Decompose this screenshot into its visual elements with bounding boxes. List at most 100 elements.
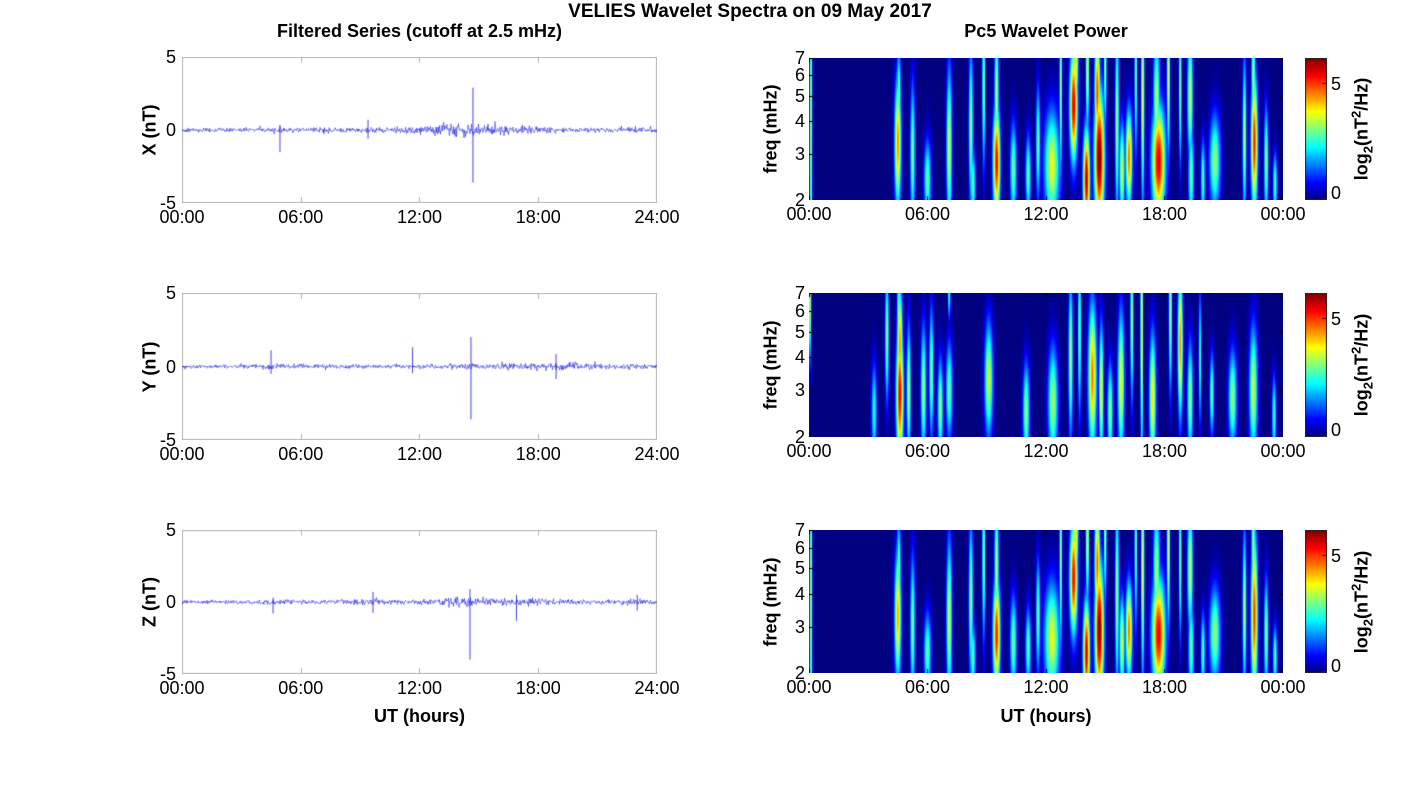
- colorbar-tick-label: 5: [1331, 73, 1342, 94]
- right-y-tick-label: 2: [794, 427, 805, 447]
- right-y-tick-label: 7: [794, 520, 805, 540]
- colorbar-tick-label: 0: [1331, 420, 1342, 440]
- colorbar-tick-label: 0: [1331, 656, 1342, 676]
- colorbar-label-part: (nT: [1351, 590, 1372, 619]
- timeseries-z-canvas: [182, 530, 657, 674]
- right-y-tick-label: 7: [794, 283, 805, 303]
- left-y-tick-label: -5: [159, 664, 176, 684]
- left-y-tick-label: -5: [159, 193, 176, 213]
- right-y-tick-label: 7: [794, 48, 805, 68]
- colorbar-label-part: /Hz): [1351, 77, 1372, 111]
- colorbar-label-part: log: [1351, 625, 1372, 653]
- right-y-axis-label: freq (mHz): [760, 84, 781, 174]
- right-y-axis-label: freq (mHz): [760, 320, 781, 410]
- left-y-axis-label-z: Z (nT): [139, 577, 160, 627]
- right-x-tick-label: 00:00: [786, 204, 832, 224]
- right-x-tick-label: 18:00: [1141, 204, 1188, 224]
- left-x-tick-label: 24:00: [634, 444, 680, 464]
- right-y-tick-label: 5: [794, 86, 805, 107]
- left-column-title: Filtered Series (cutoff at 2.5 mHz): [276, 21, 563, 41]
- right-x-tick-label: 00:00: [786, 677, 832, 697]
- left-x-tick-label: 06:00: [278, 678, 324, 698]
- right-x-tick-label: 00:00: [1260, 204, 1306, 224]
- right-y-tick-label: 3: [794, 616, 805, 637]
- right-y-tick-label: 6: [794, 300, 805, 321]
- left-x-tick-label: 18:00: [515, 444, 561, 464]
- left-x-axis-label: UT (hours): [374, 706, 465, 726]
- colorbar-canvas: [1305, 58, 1327, 200]
- right-y-tick-label: 2: [794, 190, 805, 210]
- wavelet-z-canvas: [809, 530, 1283, 673]
- right-y-tick-label: 6: [794, 65, 805, 86]
- left-x-tick-label: 18:00: [515, 207, 561, 227]
- right-x-tick-label: 12:00: [1023, 677, 1069, 697]
- colorbar-label-part: log: [1351, 389, 1372, 417]
- left-x-tick-label: 12:00: [396, 678, 443, 698]
- right-x-axis-label: UT (hours): [1000, 706, 1092, 726]
- right-x-tick-label: 06:00: [904, 204, 951, 224]
- left-y-tick-label: 0: [165, 592, 176, 612]
- right-x-tick-label: 18:00: [1141, 441, 1188, 461]
- colorbar-canvas: [1305, 293, 1327, 437]
- colorbar-label-part: /Hz): [1351, 550, 1372, 584]
- left-x-tick-label: 06:00: [278, 207, 324, 227]
- left-y-tick-label: 0: [165, 356, 176, 377]
- colorbar-tick-label: 5: [1331, 545, 1342, 566]
- left-y-tick-label: 0: [165, 120, 176, 140]
- right-y-tick-label: 5: [794, 321, 805, 342]
- left-x-tick-label: 06:00: [278, 444, 324, 464]
- right-y-tick-label: 6: [794, 537, 805, 558]
- colorbar-canvas: [1305, 530, 1327, 673]
- right-y-tick-label: 4: [794, 111, 805, 132]
- left-x-tick-label: 00:00: [159, 207, 205, 227]
- colorbar-label-part: 2: [1348, 583, 1364, 591]
- left-x-tick-label: 24:00: [634, 207, 680, 227]
- left-y-tick-label: 5: [165, 283, 176, 303]
- left-x-tick-label: 00:00: [159, 678, 205, 698]
- right-y-tick-label: 3: [794, 144, 805, 165]
- colorbar-label-part: (nT: [1351, 354, 1372, 382]
- left-y-tick-label: 5: [165, 47, 176, 67]
- left-y-tick-label: 5: [165, 520, 176, 540]
- right-y-axis-label: freq (mHz): [760, 557, 781, 646]
- timeseries-x-canvas: [182, 57, 657, 203]
- right-y-tick-label: 4: [794, 583, 805, 604]
- right-x-tick-label: 06:00: [904, 441, 951, 461]
- right-column-title: Pc5 Wavelet Power: [964, 21, 1128, 41]
- left-x-tick-label: 12:00: [396, 207, 443, 227]
- left-y-axis-label-x: X (nT): [139, 104, 160, 156]
- right-x-tick-label: 00:00: [1260, 441, 1306, 461]
- right-x-tick-label: 00:00: [1260, 677, 1306, 697]
- right-x-tick-label: 00:00: [786, 441, 832, 461]
- right-x-tick-label: 12:00: [1023, 204, 1069, 224]
- left-y-tick-label: -5: [159, 430, 176, 450]
- left-x-tick-label: 00:00: [159, 444, 205, 464]
- right-x-tick-label: 18:00: [1141, 677, 1188, 697]
- right-x-tick-label: 12:00: [1023, 441, 1069, 461]
- colorbar-label-part: 2: [1348, 110, 1364, 119]
- left-x-tick-label: 18:00: [515, 678, 561, 698]
- right-x-tick-label: 06:00: [904, 677, 951, 697]
- colorbar-label: log2(nT2/Hz): [1349, 78, 1376, 180]
- left-y-axis-label-y: Y (nT): [139, 341, 160, 392]
- left-x-tick-label: 12:00: [396, 444, 443, 464]
- right-y-tick-label: 3: [794, 380, 805, 401]
- right-y-tick-label: 2: [794, 663, 805, 683]
- right-y-tick-label: 5: [794, 558, 805, 579]
- colorbar-label: log2(nT2/Hz): [1349, 550, 1376, 652]
- colorbar-label-part: 2: [1360, 145, 1376, 154]
- timeseries-y-canvas: [182, 293, 657, 440]
- colorbar-tick-label: 0: [1331, 183, 1342, 203]
- colorbar-label-part: (nT: [1351, 118, 1372, 146]
- colorbar-label-part: /Hz): [1351, 313, 1372, 347]
- right-y-tick-label: 4: [794, 347, 805, 368]
- colorbar-label: log2(nT2/Hz): [1349, 314, 1376, 416]
- wavelet-x-canvas: [809, 58, 1283, 200]
- colorbar-tick-label: 5: [1331, 308, 1342, 329]
- wavelet-y-canvas: [809, 293, 1283, 437]
- colorbar-label-part: log: [1351, 153, 1372, 181]
- colorbar-label-part: 2: [1360, 618, 1376, 626]
- left-x-tick-label: 24:00: [634, 678, 680, 698]
- colorbar-label-part: 2: [1360, 381, 1376, 390]
